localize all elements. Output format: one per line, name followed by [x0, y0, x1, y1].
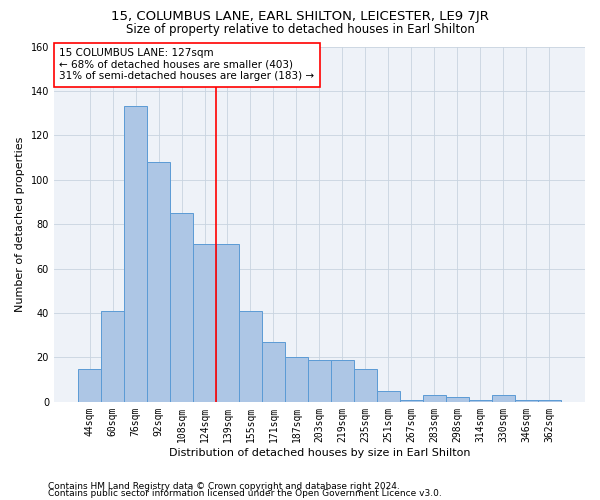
Bar: [193, 244, 216, 402]
Bar: [216, 244, 239, 402]
Text: Size of property relative to detached houses in Earl Shilton: Size of property relative to detached ho…: [125, 22, 475, 36]
Bar: [423, 395, 446, 402]
Bar: [538, 400, 561, 402]
Bar: [354, 368, 377, 402]
Bar: [285, 358, 308, 402]
Bar: [377, 390, 400, 402]
Bar: [331, 360, 354, 402]
Bar: [446, 398, 469, 402]
X-axis label: Distribution of detached houses by size in Earl Shilton: Distribution of detached houses by size …: [169, 448, 470, 458]
Text: Contains HM Land Registry data © Crown copyright and database right 2024.: Contains HM Land Registry data © Crown c…: [48, 482, 400, 491]
Bar: [262, 342, 285, 402]
Bar: [239, 311, 262, 402]
Text: 15 COLUMBUS LANE: 127sqm
← 68% of detached houses are smaller (403)
31% of semi-: 15 COLUMBUS LANE: 127sqm ← 68% of detach…: [59, 48, 314, 82]
Bar: [101, 311, 124, 402]
Bar: [515, 400, 538, 402]
Bar: [400, 400, 423, 402]
Bar: [469, 400, 492, 402]
Bar: [78, 368, 101, 402]
Y-axis label: Number of detached properties: Number of detached properties: [15, 136, 25, 312]
Text: Contains public sector information licensed under the Open Government Licence v3: Contains public sector information licen…: [48, 489, 442, 498]
Bar: [308, 360, 331, 402]
Bar: [147, 162, 170, 402]
Bar: [492, 395, 515, 402]
Bar: [170, 213, 193, 402]
Text: 15, COLUMBUS LANE, EARL SHILTON, LEICESTER, LE9 7JR: 15, COLUMBUS LANE, EARL SHILTON, LEICEST…: [111, 10, 489, 23]
Bar: [124, 106, 147, 402]
